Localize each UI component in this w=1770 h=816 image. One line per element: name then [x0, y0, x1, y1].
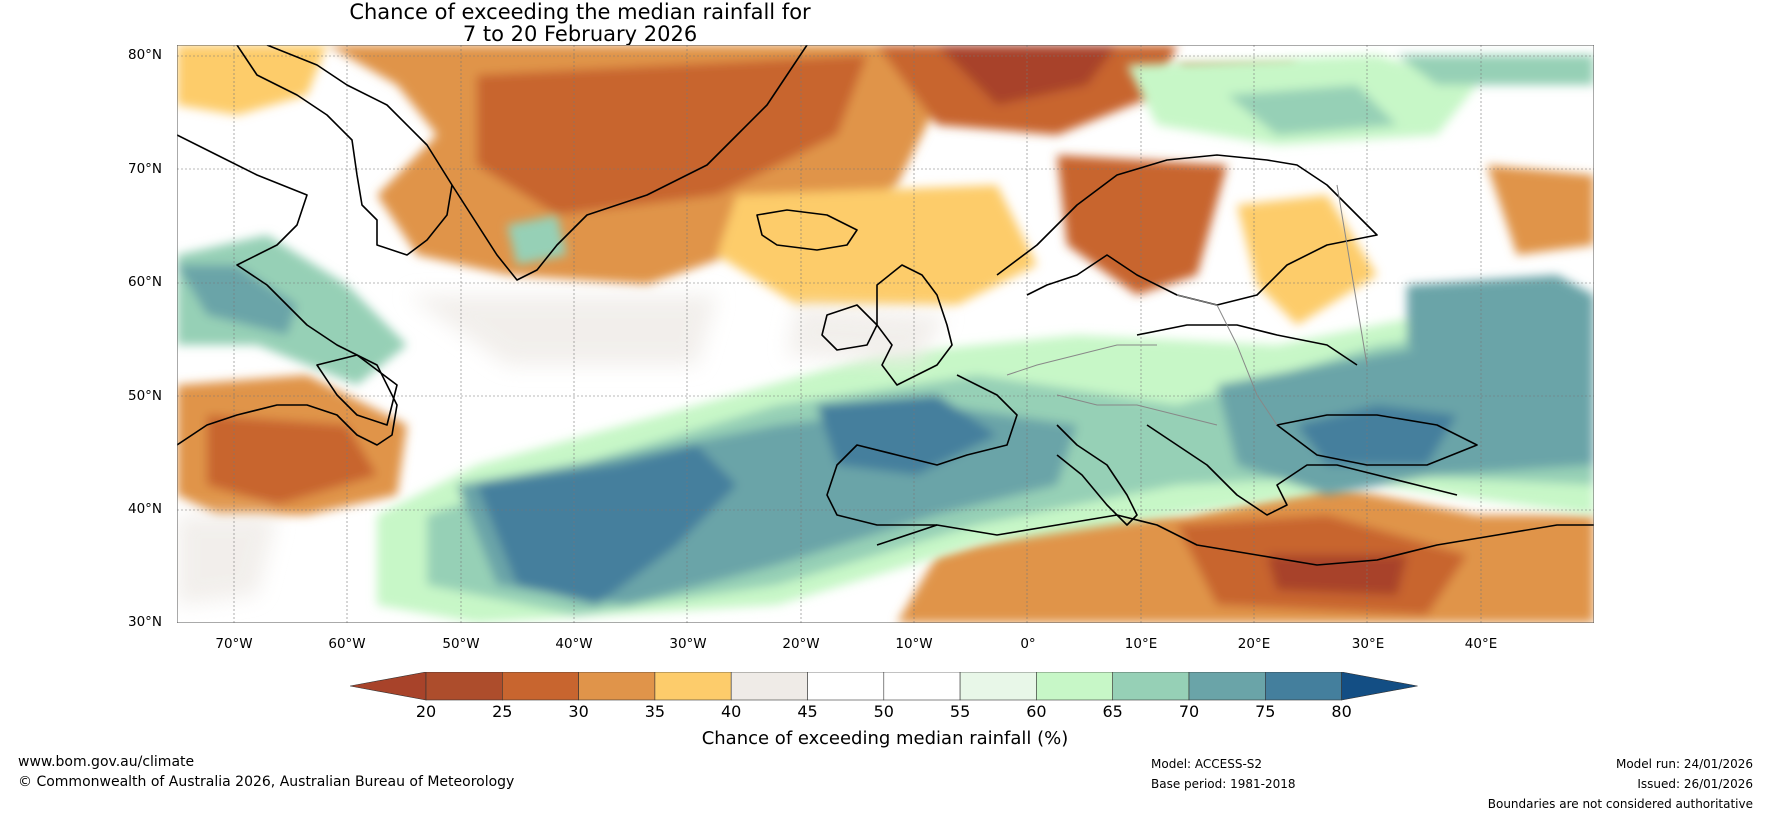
border-2 [1056, 394, 1218, 426]
western-europe-coast [826, 374, 1018, 526]
russia-orange [1487, 165, 1594, 255]
graticule [177, 45, 1594, 623]
footer-issued: Issued: 26/01/2026 [1637, 777, 1753, 791]
balkans-wet-core [1297, 405, 1457, 465]
colorbar-cell [883, 672, 961, 701]
footer-model: Model: ACCESS-S2 [1151, 757, 1263, 771]
lon-tick-20e: 20°E [1237, 636, 1271, 652]
balkans-coast [1146, 424, 1458, 516]
colorbar-tick-label: 60 [1026, 702, 1047, 721]
colorbar-cell [1264, 672, 1342, 701]
lon-tick-40w: 40°W [555, 636, 593, 652]
north-africa-coast [876, 514, 1594, 566]
colorbar-cell [578, 672, 656, 701]
lat-tick-30: 30°N [128, 614, 163, 630]
neutral-zone-2 [787, 305, 947, 365]
lon-tick-50w: 50°W [442, 636, 480, 652]
colorbar-cell [1112, 672, 1190, 701]
greenland-sea-dry-core [477, 55, 867, 215]
lon-tick-20w: 20°W [782, 636, 820, 652]
border-4 [1336, 184, 1368, 366]
rainfall-map [177, 45, 1594, 623]
scandinavia-coast [996, 154, 1378, 306]
lon-tick-30w: 30°W [669, 636, 707, 652]
colorbar-cell [959, 672, 1037, 701]
colorbar-tick-label: 55 [949, 702, 971, 721]
baltic-coast [1136, 324, 1358, 366]
colorbar-tick-label: 25 [492, 702, 513, 721]
colorbar-tick-label: 45 [797, 702, 818, 721]
colorbar [350, 672, 1418, 701]
border-3 [1176, 294, 1278, 426]
lat-tick-60: 60°N [128, 274, 163, 290]
italy-coast [1056, 424, 1138, 526]
newfoundland-coast [316, 354, 398, 426]
footer-disclaimer: Boundaries are not considered authoritat… [1487, 797, 1753, 811]
footer-base-period: Base period: 1981-2018 [1151, 777, 1296, 791]
labrador-coast [177, 134, 398, 446]
lon-tick-70w: 70°W [215, 636, 253, 652]
neutral-zone-3 [177, 515, 277, 605]
barents-teal [1397, 55, 1594, 85]
chart-title-line1: Chance of exceeding the median rainfall … [349, 0, 811, 24]
colorbar-tick-label: 65 [1102, 702, 1123, 721]
coastlines [177, 45, 1594, 566]
colorbar-tick-label: 70 [1178, 702, 1200, 721]
north-atlantic-orange [717, 185, 1037, 305]
neutral-fields [177, 295, 947, 605]
colorbar-title: Chance of exceeding median rainfall (%) [701, 728, 1069, 749]
colorbar-tick-label: 30 [568, 702, 589, 721]
labrador-orange [177, 45, 327, 115]
lon-tick-0: 0° [1020, 636, 1036, 652]
colorbar-cell [502, 672, 579, 701]
lat-tick-40: 40°N [128, 501, 163, 517]
colorbar-cell [1036, 672, 1114, 701]
wet-fields [177, 55, 1594, 623]
country-borders [1006, 184, 1368, 426]
colorbar-cell [654, 672, 732, 701]
border-1 [1006, 344, 1157, 376]
footer-website: www.bom.gov.au/climate [18, 754, 195, 770]
ukraine-wet [1407, 275, 1594, 385]
colorbar-cell [425, 672, 503, 701]
footer-copyright: © Commonwealth of Australia 2026, Austra… [18, 774, 515, 790]
finland-orange [1237, 195, 1377, 325]
labrador-wet-core [177, 265, 297, 335]
colorbar-tick-label: 40 [721, 702, 742, 721]
colorbar-tick-label: 75 [1255, 702, 1276, 721]
biscay-blue-core [817, 395, 997, 475]
north-africa-dry-max [1267, 555, 1407, 595]
atlantic-blue-core [477, 445, 737, 605]
norwegian-sea-teal [1227, 85, 1397, 135]
footer-model-run: Model run: 24/01/2026 [1615, 757, 1753, 771]
uk-coast [876, 264, 953, 386]
lat-tick-50: 50°N [128, 388, 163, 404]
colorbar-tick-label: 20 [415, 702, 437, 721]
lat-tick-80: 80°N [128, 47, 163, 63]
lon-tick-40e: 40°E [1464, 636, 1498, 652]
chart-title-line2: 7 to 20 February 2026 [462, 22, 698, 46]
colorbar-extend-high [1341, 672, 1418, 701]
iceland-coast [756, 209, 858, 251]
colorbar-cell [807, 672, 885, 701]
lon-tick-10e: 10°E [1124, 636, 1158, 652]
black-sea-coast [1276, 414, 1478, 466]
lon-tick-10w: 10°W [895, 636, 933, 652]
neutral-zone-1 [407, 295, 717, 365]
lon-tick-60w: 60°W [328, 636, 366, 652]
colorbar-tick-label: 35 [644, 702, 666, 721]
colorbar-tick-label: 80 [1331, 702, 1352, 721]
ireland-coast [821, 304, 878, 351]
colorbar-cell [730, 672, 808, 701]
colorbar-extend-low [350, 672, 427, 701]
lat-tick-70: 70°N [128, 161, 163, 177]
colorbar-cell [1188, 672, 1266, 701]
map-svg [177, 45, 1594, 623]
newfoundland-dry-core [207, 415, 377, 505]
greenland-coast [236, 45, 808, 281]
colorbar-tick-label: 50 [873, 702, 894, 721]
lon-tick-30e: 30°E [1351, 636, 1385, 652]
